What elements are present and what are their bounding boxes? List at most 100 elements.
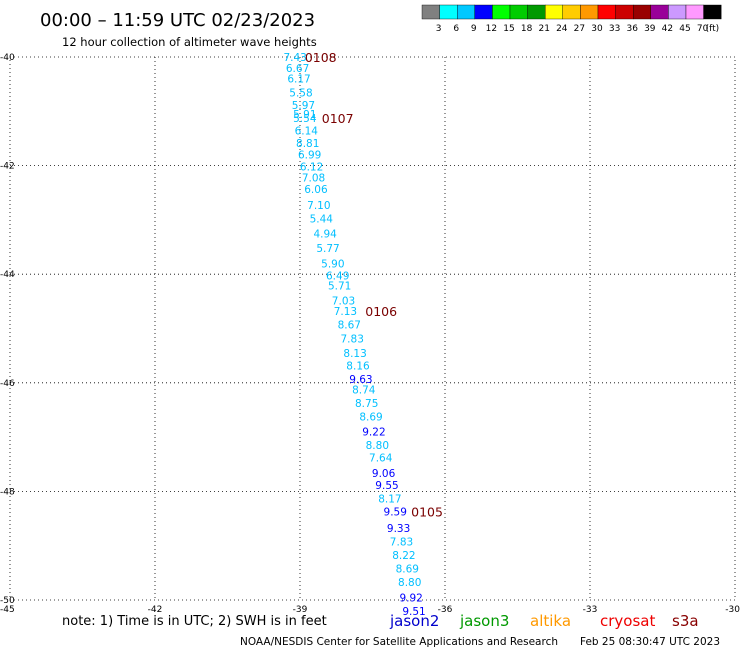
swh-value: 8.16 (346, 360, 370, 372)
legend-swatch (492, 4, 511, 20)
legend-swatch (685, 4, 704, 20)
legend-swatch (474, 4, 493, 20)
pass-time-label: 0108 (305, 50, 337, 65)
swh-value: 8.22 (392, 550, 415, 562)
swh-value: 9.55 (375, 480, 398, 492)
swh-value: 5.71 (328, 281, 351, 293)
swh-value: 8.69 (396, 564, 419, 576)
map-title: 00:00 – 11:59 UTC 02/23/2023 (40, 10, 315, 31)
legend-label: 33 (609, 24, 620, 34)
legend-label: 27 (574, 24, 585, 34)
swh-value: 7.13 (334, 306, 357, 318)
legend-label: 12 (486, 24, 497, 34)
legend-label: 45 (679, 24, 690, 34)
swh-value: 6.12 (300, 162, 323, 174)
plot-area: -40 -42 -44 -46 -48 -50 -45 -42 -39 -36 -33 -30 7.… (0, 50, 740, 618)
satellite-jason3-label: jason3 (459, 612, 509, 630)
swh-value: 9.33 (387, 523, 410, 535)
swh-value: 5.90 (321, 258, 344, 270)
time-labels: 0108 0107 0106 0105 (305, 50, 443, 519)
swh-value: 8.81 (296, 138, 319, 150)
latitude-label: -40 (0, 53, 15, 63)
swh-value: 8.80 (398, 577, 421, 589)
swh-value: 5.77 (316, 243, 339, 255)
swh-value: 7.10 (307, 200, 330, 212)
swh-value: 9.22 (362, 427, 385, 439)
satellite-jason2-label: jason2 (389, 612, 439, 630)
swh-value: 9.63 (349, 374, 372, 386)
swh-value: 6.17 (287, 74, 310, 86)
legend-label: 24 (556, 24, 568, 34)
legend-label: 36 (626, 24, 638, 34)
legend-swatch (615, 4, 634, 20)
satellite-legend: jason2 jason3 altika cryosat s3a (389, 612, 699, 630)
swh-value: 5.58 (289, 87, 312, 99)
note-text: note: 1) Time is in UTC; 2) SWH is in fe… (62, 614, 327, 629)
legend-label: 15 (503, 24, 514, 34)
latitude-label: -46 (0, 379, 15, 389)
swh-value: 8.17 (378, 493, 401, 505)
swh-value: 8.74 (352, 384, 376, 396)
swh-value: 9.92 (399, 592, 422, 604)
swh-value: 6.99 (298, 150, 321, 162)
satellite-s3a-label: s3a (672, 612, 699, 630)
latitude-label: -44 (0, 270, 15, 280)
swh-value: 7.83 (341, 333, 364, 345)
swh-value: 7.03 (332, 295, 355, 307)
swh-value: 8.80 (366, 440, 389, 452)
swh-value: 6.14 (295, 125, 319, 137)
longitude-label: -33 (583, 605, 598, 615)
legend-label: 3 (436, 24, 442, 34)
legend-swatch (668, 4, 687, 20)
latitude-labels: -40 -42 -44 -46 -48 -50 (0, 53, 15, 606)
swh-points: 7.436.676.175.585.975.915.546.148.816.99… (283, 52, 425, 618)
swh-value: 8.67 (338, 320, 361, 332)
swh-value: 4.94 (313, 228, 337, 240)
latitude-label: -48 (0, 487, 15, 497)
timestamp-text: Feb 25 08:30:47 UTC 2023 (580, 636, 720, 648)
legend-swatch (509, 4, 528, 20)
longitude-label: -45 (0, 605, 15, 615)
map-subtitle: 12 hour collection of altimeter wave hei… (62, 35, 317, 49)
legend-swatch (545, 4, 564, 20)
legend-label: 39 (644, 24, 656, 34)
pass-time-label: 0106 (365, 304, 397, 319)
legend-swatch (580, 4, 599, 20)
longitude-label: -39 (293, 605, 308, 615)
swh-value: 9.51 (402, 606, 425, 618)
legend-swatch (650, 4, 669, 20)
longitude-labels: -45 -42 -39 -36 -33 -30 (0, 605, 740, 615)
longitude-label: -36 (438, 605, 453, 615)
credit-text: NOAA/NESDIS Center for Satellite Applica… (240, 636, 558, 648)
plot-border (9, 56, 736, 601)
swh-value: 8.75 (355, 398, 378, 410)
longitude-label: -30 (725, 605, 740, 615)
swh-value: 7.08 (302, 173, 325, 185)
swh-value: 8.13 (343, 348, 366, 360)
legend-swatch (703, 4, 722, 20)
satellite-altika-label: altika (530, 612, 571, 630)
swh-value: 6.06 (304, 184, 328, 196)
pass-time-label: 0107 (322, 111, 354, 126)
legend-label: 6 (453, 24, 459, 34)
swh-value: 5.54 (293, 113, 317, 125)
legend-swatch (527, 4, 546, 20)
legend-label: 70 (697, 24, 709, 34)
swh-value: 5.44 (310, 213, 334, 225)
color-scale-legend: 3 6 9 12 15 18 21 24 27 30 33 36 39 42 45 70(ft) (421, 4, 722, 34)
swh-value: 9.59 (384, 506, 407, 518)
swh-value: 6.49 (326, 270, 349, 282)
legend-swatch (562, 4, 581, 20)
swh-value: 7.64 (369, 453, 393, 465)
legend-swatch (457, 4, 476, 20)
legend-label: 42 (662, 24, 673, 34)
legend-label: 18 (521, 24, 533, 34)
latitude-label: -50 (0, 596, 15, 606)
legend-label: 30 (591, 24, 603, 34)
legend-swatch (597, 4, 616, 20)
swh-value: 5.97 (292, 100, 315, 112)
swh-value: 6.67 (286, 63, 309, 75)
legend-label: (ft) (706, 24, 720, 34)
graticule (10, 57, 735, 600)
